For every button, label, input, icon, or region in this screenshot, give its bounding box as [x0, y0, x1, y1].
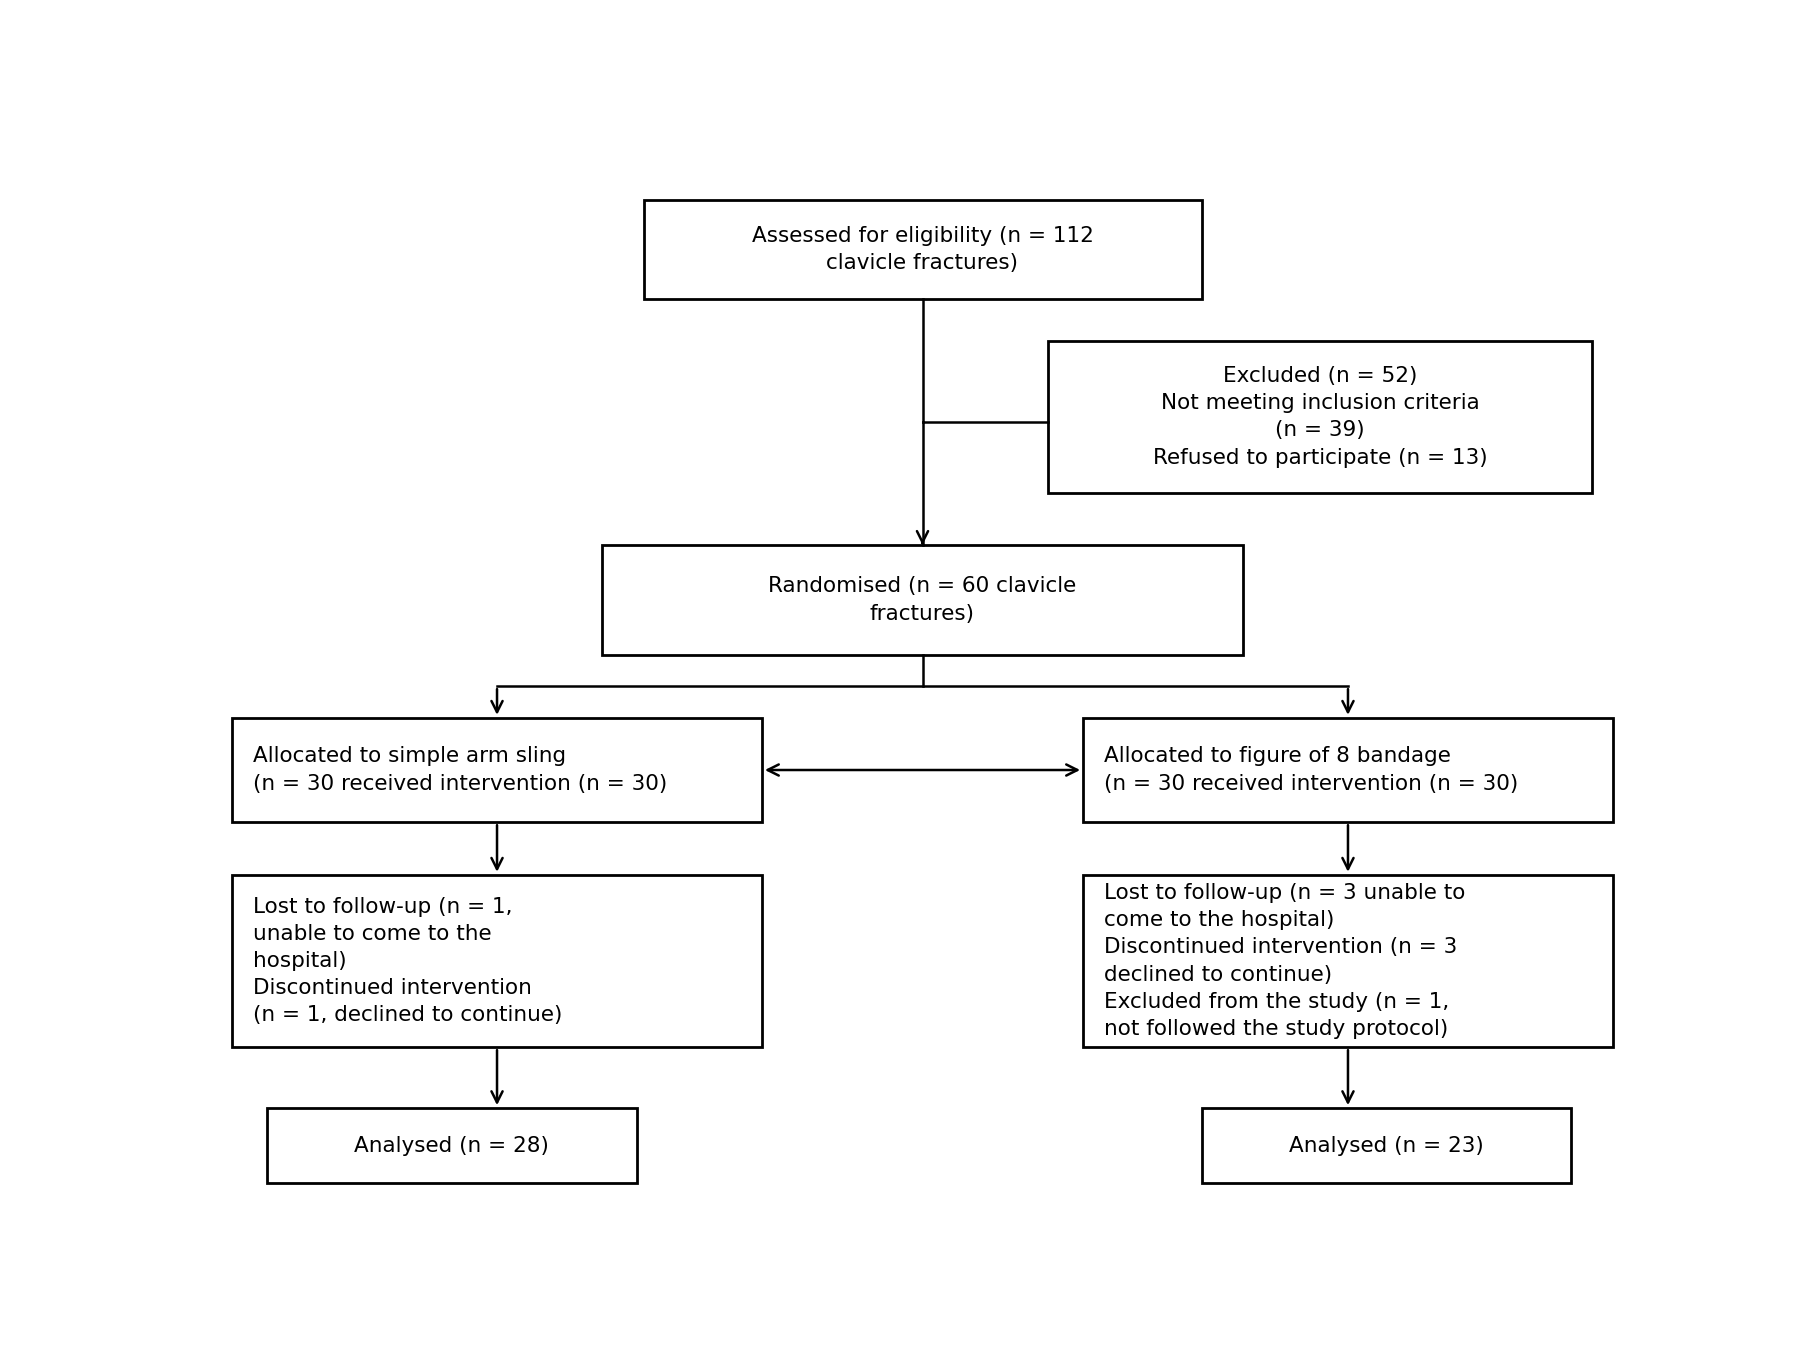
- Text: Excluded (n = 52)
Not meeting inclusion criteria
(n = 39)
Refused to participate: Excluded (n = 52) Not meeting inclusion …: [1152, 366, 1487, 467]
- FancyBboxPatch shape: [1084, 718, 1613, 822]
- Text: Lost to follow-up (n = 3 unable to
come to the hospital)
Discontinued interventi: Lost to follow-up (n = 3 unable to come …: [1103, 883, 1465, 1040]
- FancyBboxPatch shape: [232, 875, 761, 1048]
- FancyBboxPatch shape: [266, 1108, 637, 1184]
- FancyBboxPatch shape: [1048, 341, 1591, 493]
- Text: Analysed (n = 23): Analysed (n = 23): [1289, 1136, 1483, 1155]
- FancyBboxPatch shape: [232, 718, 761, 822]
- FancyBboxPatch shape: [644, 200, 1202, 299]
- Text: Randomised (n = 60 clavicle
fractures): Randomised (n = 60 clavicle fractures): [769, 576, 1076, 624]
- Text: Lost to follow-up (n = 1,
unable to come to the
hospital)
Discontinued intervent: Lost to follow-up (n = 1, unable to come…: [252, 897, 562, 1026]
- Text: Assessed for eligibility (n = 112
clavicle fractures): Assessed for eligibility (n = 112 clavic…: [752, 226, 1093, 273]
- Text: Allocated to figure of 8 bandage
(n = 30 received intervention (n = 30): Allocated to figure of 8 bandage (n = 30…: [1103, 746, 1517, 794]
- Text: Analysed (n = 28): Analysed (n = 28): [355, 1136, 549, 1155]
- FancyBboxPatch shape: [1084, 875, 1613, 1048]
- FancyBboxPatch shape: [1202, 1108, 1571, 1184]
- FancyBboxPatch shape: [601, 545, 1244, 655]
- Text: Allocated to simple arm sling
(n = 30 received intervention (n = 30): Allocated to simple arm sling (n = 30 re…: [252, 746, 668, 794]
